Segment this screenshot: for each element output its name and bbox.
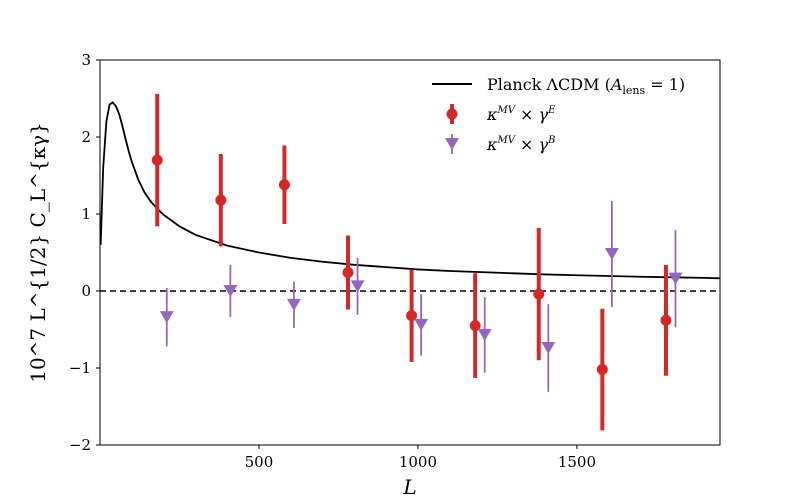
point-gammaE-6 [533, 288, 545, 300]
axis-ticks: 500 1000 1500 −2 −1 0 1 2 3 [69, 51, 596, 471]
point-gammaB-2 [286, 298, 301, 311]
legend-label-gammaB: κMV × γB [486, 135, 555, 154]
point-gammaE-3 [342, 267, 354, 279]
point-gammaE-8 [660, 314, 672, 326]
y-tick-label-0: 0 [81, 282, 91, 300]
legend-label-gammaE: κMV × γE [486, 105, 556, 124]
legend-label-model: Planck ΛCDM (Alens = 1) [487, 75, 685, 97]
point-gammaE-0 [151, 154, 163, 166]
legend: Planck ΛCDM (Alens = 1) κMV × γE κMV × γ… [432, 75, 685, 154]
y-tick-label-1: 1 [81, 205, 91, 223]
legend-point-gammaE [446, 108, 458, 120]
y-axis-title: 10^7 L^{1/2} C_L^{κγ} [26, 122, 50, 383]
y-tick-label--2: −2 [69, 436, 91, 454]
plot-frame [99, 59, 721, 446]
point-gammaB-5 [477, 328, 492, 341]
x-tick-label-1500: 1500 [558, 453, 596, 471]
point-gammaB-3 [350, 280, 365, 293]
y-tick-label-2: 2 [81, 128, 91, 146]
x-tick-label-1000: 1000 [399, 453, 437, 471]
model-curve [99, 101, 721, 280]
point-gammaE-7 [596, 364, 608, 376]
legend-marker-gammaB [445, 134, 459, 154]
legend-marker-gammaE [446, 104, 458, 124]
point-gammaB-7 [604, 248, 619, 261]
x-axis-title: L [402, 475, 416, 499]
point-gammaE-2 [278, 179, 290, 191]
point-gammaE-1 [215, 194, 227, 206]
point-gammaE-4 [406, 310, 418, 322]
point-gammaE-5 [469, 320, 481, 332]
point-gammaB-4 [414, 318, 429, 331]
point-gammaB-8 [668, 272, 683, 285]
plot-area [99, 93, 721, 431]
y-tick-label--1: −1 [69, 359, 91, 377]
point-gammaB-0 [159, 311, 174, 324]
legend-point-gammaB [445, 138, 459, 150]
point-gammaB-1 [223, 285, 238, 297]
point-gammaB-6 [541, 341, 556, 354]
y-tick-label-3: 3 [81, 51, 91, 69]
x-tick-label-500: 500 [245, 453, 274, 471]
